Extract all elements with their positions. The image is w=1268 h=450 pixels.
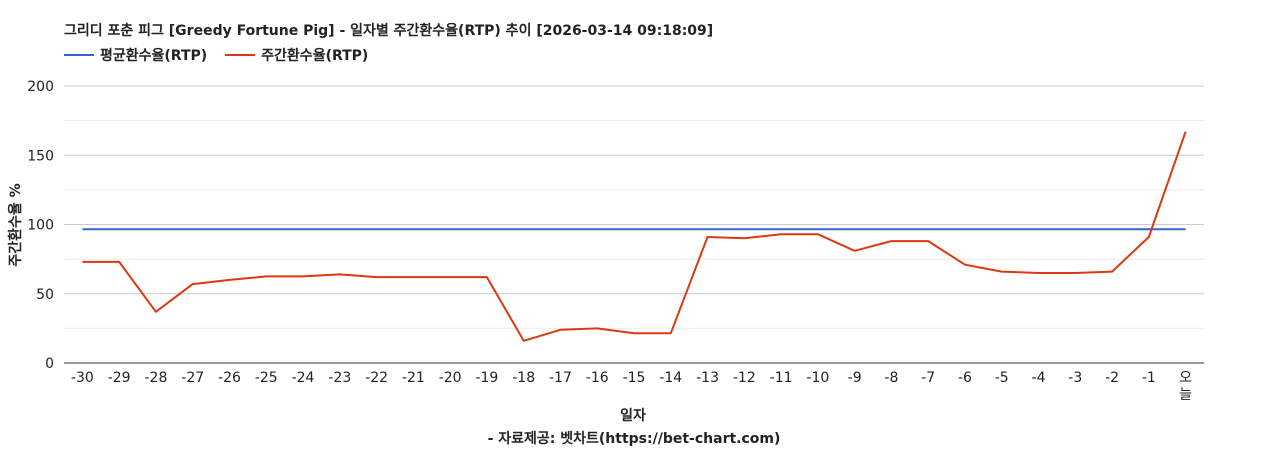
y-tick-labels: 0 50 100 150 200 bbox=[27, 79, 54, 372]
legend-item-weekly: 주간환수율(RTP) bbox=[225, 45, 368, 65]
x-tick-label: -1 bbox=[1142, 370, 1156, 386]
x-tick-label: -7 bbox=[921, 370, 935, 386]
x-tick-label: -14 bbox=[659, 370, 682, 386]
x-tick-label: -9 bbox=[848, 370, 862, 386]
x-tick-label: -19 bbox=[475, 370, 498, 386]
x-tick-label: 늘 bbox=[1179, 387, 1192, 403]
x-tick-label: -26 bbox=[218, 370, 241, 386]
x-tick-label: -22 bbox=[365, 370, 388, 386]
series-lines bbox=[82, 131, 1187, 342]
chart-legend: 평균환수율(RTP) 주간환수율(RTP) bbox=[64, 45, 386, 65]
x-tick-label: -29 bbox=[108, 370, 131, 386]
x-tick-label: -16 bbox=[586, 370, 609, 386]
x-tick-label: -3 bbox=[1068, 370, 1082, 386]
x-tick-label: -10 bbox=[806, 370, 829, 386]
x-tick-label: -12 bbox=[733, 370, 756, 386]
x-tick-label: -4 bbox=[1032, 370, 1046, 386]
x-tick-label: -27 bbox=[181, 370, 204, 386]
grid-lines bbox=[64, 85, 1204, 364]
x-tick-label: -18 bbox=[512, 370, 535, 386]
x-tick-labels: -30 -29 -28 -27 -26 -25 -24 -23 -22 -21 -20 -19 -18-… bbox=[71, 370, 1192, 403]
x-tick-label: -8 bbox=[884, 370, 898, 386]
series-line-1 bbox=[82, 131, 1187, 342]
x-tick-label: -28 bbox=[144, 370, 167, 386]
x-tick-label: -21 bbox=[402, 370, 425, 386]
x-tick-label: -15 bbox=[623, 370, 646, 386]
x-tick-label: -2 bbox=[1105, 370, 1119, 386]
x-tick-label: -11 bbox=[770, 370, 793, 386]
y-tick-label: 200 bbox=[27, 79, 54, 95]
y-tick-label: 0 bbox=[45, 356, 54, 372]
y-tick-label: 100 bbox=[27, 218, 54, 234]
y-tick-label: 50 bbox=[36, 287, 54, 303]
legend-label-weekly: 주간환수율(RTP) bbox=[261, 48, 369, 64]
x-tick-label: -13 bbox=[696, 370, 719, 386]
x-tick-label: -23 bbox=[328, 370, 351, 386]
x-tick-label: -25 bbox=[255, 370, 278, 386]
x-tick-label: 오 bbox=[1179, 370, 1192, 386]
legend-swatch-average bbox=[64, 54, 94, 56]
chart-title: 그리디 포춘 피그 [Greedy Fortune Pig] - 일자별 주간환… bbox=[64, 23, 714, 39]
x-axis-label: 일자 bbox=[620, 408, 646, 424]
legend-label-average: 평균환수율(RTP) bbox=[100, 48, 208, 64]
y-tick-label: 150 bbox=[27, 148, 54, 164]
y-axis-label: 주간환수율 % bbox=[7, 183, 24, 266]
x-tick-label: -6 bbox=[958, 370, 972, 386]
x-tick-label: -20 bbox=[439, 370, 462, 386]
x-tick-label: -17 bbox=[549, 370, 572, 386]
x-tick-label: -5 bbox=[995, 370, 1009, 386]
legend-swatch-weekly bbox=[225, 54, 256, 56]
data-source-footer: - 자료제공: 벳차트(https://bet-chart.com) bbox=[487, 431, 781, 447]
x-tick-label: -24 bbox=[292, 370, 315, 386]
x-tick-label: -30 bbox=[71, 370, 94, 386]
legend-item-average: 평균환수율(RTP) bbox=[64, 45, 207, 65]
